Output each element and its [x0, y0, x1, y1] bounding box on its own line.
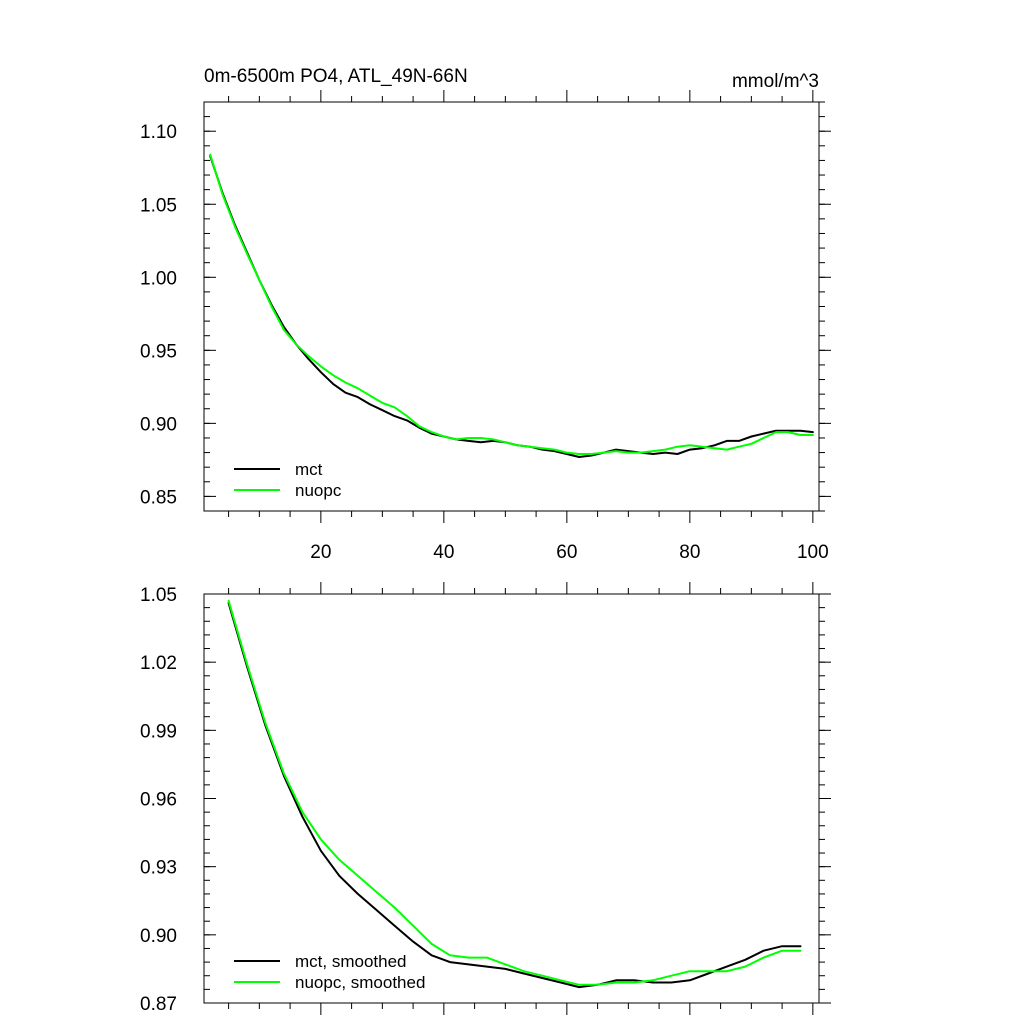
y-tick-label: 0.96 — [140, 790, 177, 811]
x-tick-label: 60 — [556, 542, 577, 563]
series-line-mct — [209, 155, 814, 458]
x-tick-label: 80 — [679, 542, 700, 563]
bottom-panel: 0.87 0.90 0.93 0.96 0.99 1.02 1.05 mct, smooth… — [140, 582, 831, 1015]
x-tick-label: 20 — [310, 542, 331, 563]
y-tick-label: 1.05 — [140, 195, 177, 216]
legend-label-nuopc: nuopc — [295, 481, 342, 500]
series-line-mct-smoothed — [227, 602, 802, 989]
top-panel: 0.85 0.90 0.95 1.00 1.05 1.10 20 40 60 80 100 0m-6… — [140, 66, 831, 563]
legend-label-nuopc-smoothed: nuopc, smoothed — [295, 973, 425, 992]
y-tick-label: 0.85 — [140, 487, 177, 508]
y-tick-label: 0.87 — [140, 994, 177, 1015]
y-tick-label: 1.05 — [140, 585, 177, 606]
legend: mct nuopc — [234, 460, 342, 500]
y-tick-label: 0.90 — [140, 926, 177, 947]
series-line-nuopc — [209, 153, 814, 455]
x-tick-label: 40 — [433, 542, 454, 563]
y-tick-label: 0.99 — [140, 721, 177, 742]
series-line-nuopc-smoothed — [227, 599, 802, 986]
x-tick-label: 100 — [797, 542, 829, 563]
y-tick-label: 0.95 — [140, 341, 177, 362]
legend: mct, smoothed nuopc, smoothed — [234, 952, 425, 992]
y-tick-label: 1.10 — [140, 122, 177, 143]
y-tick-label: 0.93 — [140, 858, 177, 879]
legend-label-mct: mct — [295, 460, 323, 479]
chart-title: 0m-6500m PO4, ATL_49N-66N — [204, 66, 468, 87]
y-tick-label: 1.00 — [140, 268, 177, 289]
y-tick-label: 1.02 — [140, 653, 177, 674]
legend-label-mct-smoothed: mct, smoothed — [295, 952, 407, 971]
units-label: mmol/m^3 — [732, 71, 819, 92]
y-tick-label: 0.90 — [140, 414, 177, 435]
